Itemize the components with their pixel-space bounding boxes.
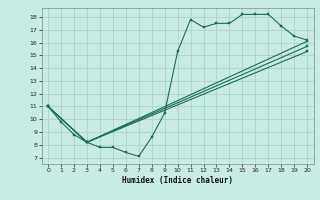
X-axis label: Humidex (Indice chaleur): Humidex (Indice chaleur) (122, 176, 233, 185)
